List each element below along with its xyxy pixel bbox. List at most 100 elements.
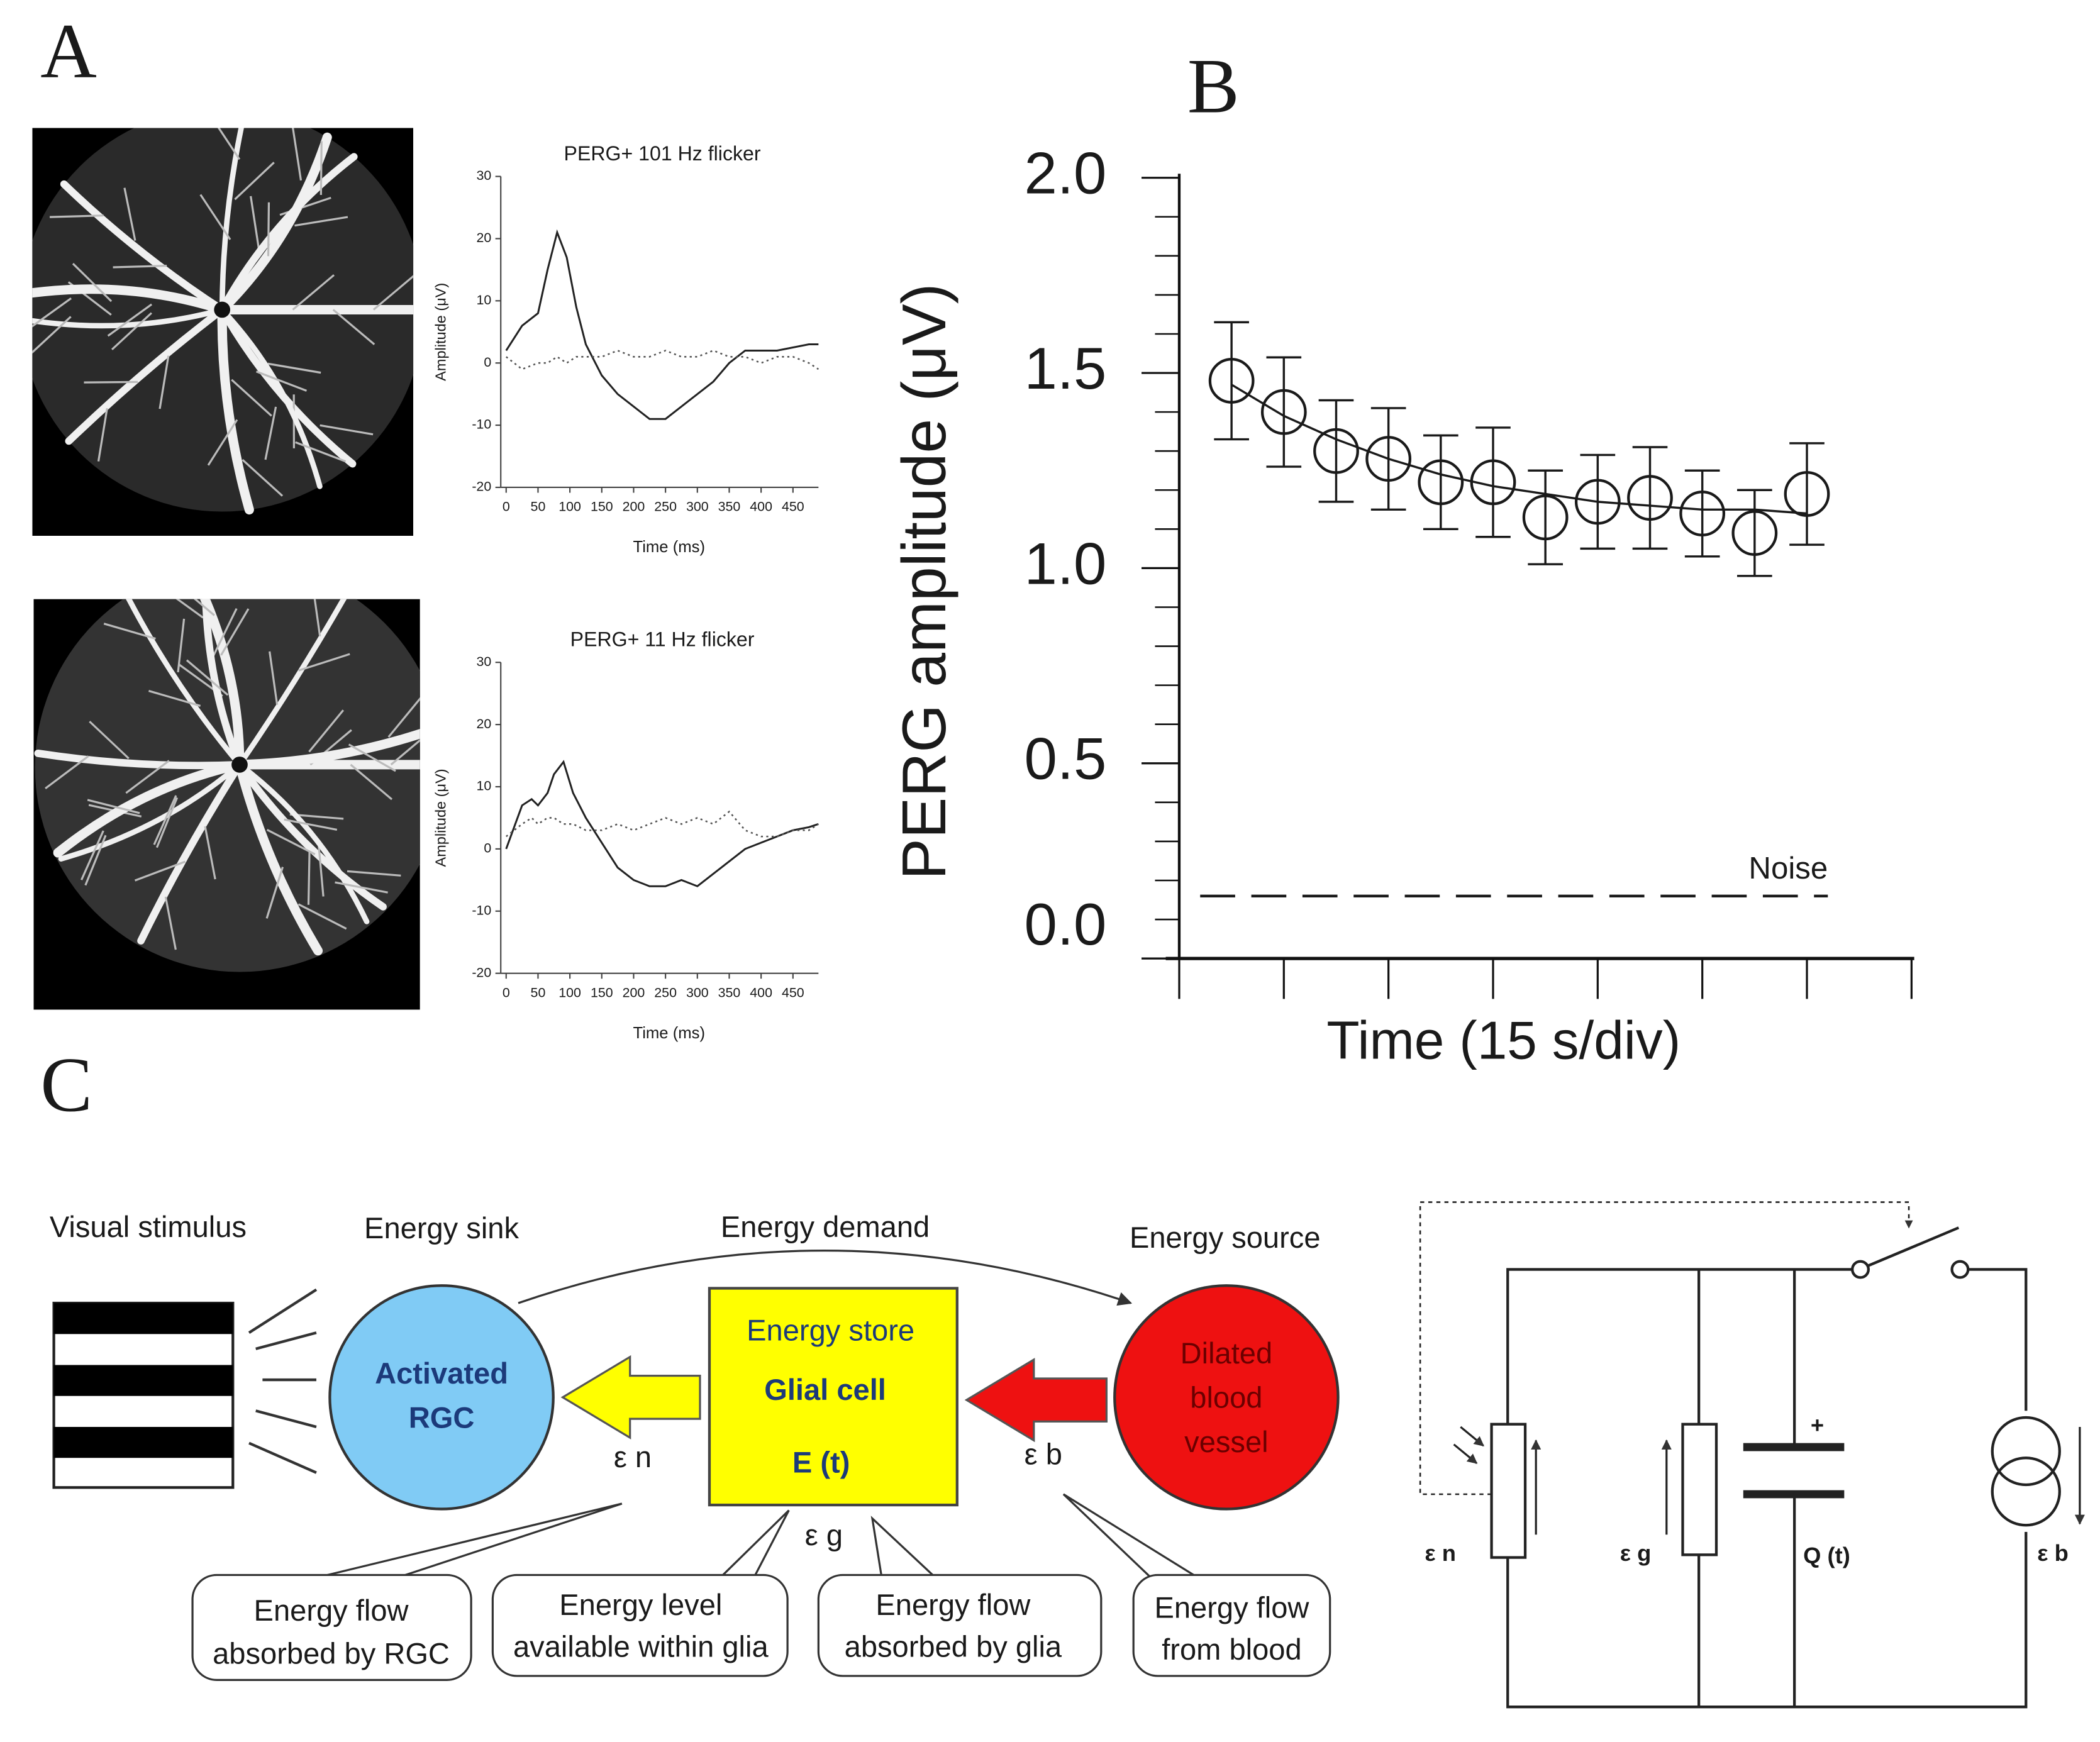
error-bar <box>1737 489 1772 577</box>
capillary <box>220 608 250 656</box>
light-arrow <box>1453 1443 1478 1465</box>
callout-text: Energy level <box>559 1588 722 1621</box>
vessel <box>65 306 226 445</box>
glia-node <box>708 1287 958 1507</box>
x-tick-label: 450 <box>782 985 804 1000</box>
capillary <box>308 709 345 753</box>
y-tick-label: 10 <box>476 779 491 794</box>
error-bar <box>1318 399 1354 503</box>
trace <box>505 350 819 370</box>
circuit-label: + <box>1811 1412 1824 1438</box>
y-axis-label: Amplitude (μV) <box>432 283 448 381</box>
capillary <box>317 843 325 897</box>
error-bar <box>1214 321 1249 441</box>
data-point <box>1522 494 1569 541</box>
error-bar <box>1632 446 1668 550</box>
demand-arrow <box>518 1249 1133 1306</box>
data-point <box>1365 436 1412 482</box>
vessel <box>199 599 245 770</box>
capillary <box>89 721 130 760</box>
current-source <box>1991 1456 2061 1527</box>
capillary <box>177 618 186 673</box>
capillary <box>350 763 393 801</box>
fundus-image <box>32 128 414 536</box>
vessel <box>217 132 332 314</box>
optic-disc <box>214 301 231 318</box>
y-axis-label: Amplitude (μV) <box>432 768 448 867</box>
node-label: Dilated <box>1181 1336 1273 1370</box>
vessel <box>235 729 420 770</box>
vessel <box>236 762 370 924</box>
node-label: vessel <box>1184 1425 1268 1458</box>
capillary <box>107 303 153 337</box>
capillary <box>297 903 347 930</box>
optic-disc <box>231 757 248 773</box>
x-tick-label: 150 <box>591 985 613 1000</box>
capillary <box>81 830 104 880</box>
vessel <box>236 599 347 768</box>
node-label: RGC <box>409 1401 475 1434</box>
rgc-node <box>328 1284 555 1511</box>
label: Energy demand <box>721 1210 930 1243</box>
capillary <box>111 312 153 350</box>
stripe <box>53 1426 233 1458</box>
x-tick-label: 300 <box>686 499 709 514</box>
capillary <box>211 607 238 658</box>
capillary <box>193 599 215 616</box>
vessel <box>34 749 243 770</box>
y-tick-label: 0 <box>484 355 491 370</box>
capillary <box>298 653 350 672</box>
x-axis-label: Time (15 s/div) <box>1326 1011 1681 1071</box>
stripe <box>53 1303 233 1334</box>
x-tick-label: 50 <box>531 499 546 514</box>
capillary <box>207 419 238 466</box>
x-tick-label: 0 <box>503 985 510 1000</box>
node-label: blood <box>1190 1381 1262 1414</box>
y-tick-label: 0.0 <box>1025 891 1107 957</box>
data-point <box>1313 428 1359 474</box>
capillary <box>319 424 374 436</box>
vessel <box>219 128 244 313</box>
data-point <box>1679 491 1726 536</box>
y-tick-label: 30 <box>476 168 491 183</box>
vessel-node <box>1113 1284 1340 1511</box>
rays <box>248 1288 318 1474</box>
capillary <box>204 826 216 880</box>
capillary <box>97 408 108 462</box>
capillary <box>390 739 420 766</box>
label: Energy source <box>1130 1221 1321 1254</box>
capillary <box>307 851 311 905</box>
x-axis-label: Time (ms) <box>633 538 705 556</box>
callout <box>1132 1573 1331 1677</box>
trace <box>505 810 819 838</box>
vessel <box>235 760 323 956</box>
vessel <box>236 761 387 911</box>
capillary <box>242 458 284 497</box>
capillary <box>372 275 414 311</box>
circuit-labels: ε n ε g Q (t) ε b + <box>1425 1412 2068 1569</box>
error-bar <box>1789 442 1825 546</box>
capillary <box>267 362 321 374</box>
capillary <box>148 689 201 707</box>
capillary <box>292 128 303 181</box>
capillary <box>123 187 136 241</box>
callout-text: available within glia <box>513 1630 769 1663</box>
capillary <box>255 370 308 392</box>
callout-text: absorbed by RGC <box>213 1636 450 1670</box>
x-tick-label: 400 <box>750 985 772 1000</box>
capillary <box>295 441 347 463</box>
y-tick-label: -20 <box>472 965 491 980</box>
x-tick-label: 50 <box>531 985 546 1000</box>
capillary <box>294 216 348 227</box>
error-bar <box>1684 469 1720 558</box>
vessel <box>202 599 243 768</box>
x-tick-label: 100 <box>558 985 581 1000</box>
error-bar <box>1528 469 1563 565</box>
flow-arrow <box>964 1358 1108 1443</box>
capillary <box>266 829 316 855</box>
callout <box>191 1573 472 1681</box>
data-point <box>1260 389 1307 435</box>
data-point <box>1784 471 1830 517</box>
y-tick-label: 1.5 <box>1025 335 1107 401</box>
capillary <box>292 274 335 311</box>
